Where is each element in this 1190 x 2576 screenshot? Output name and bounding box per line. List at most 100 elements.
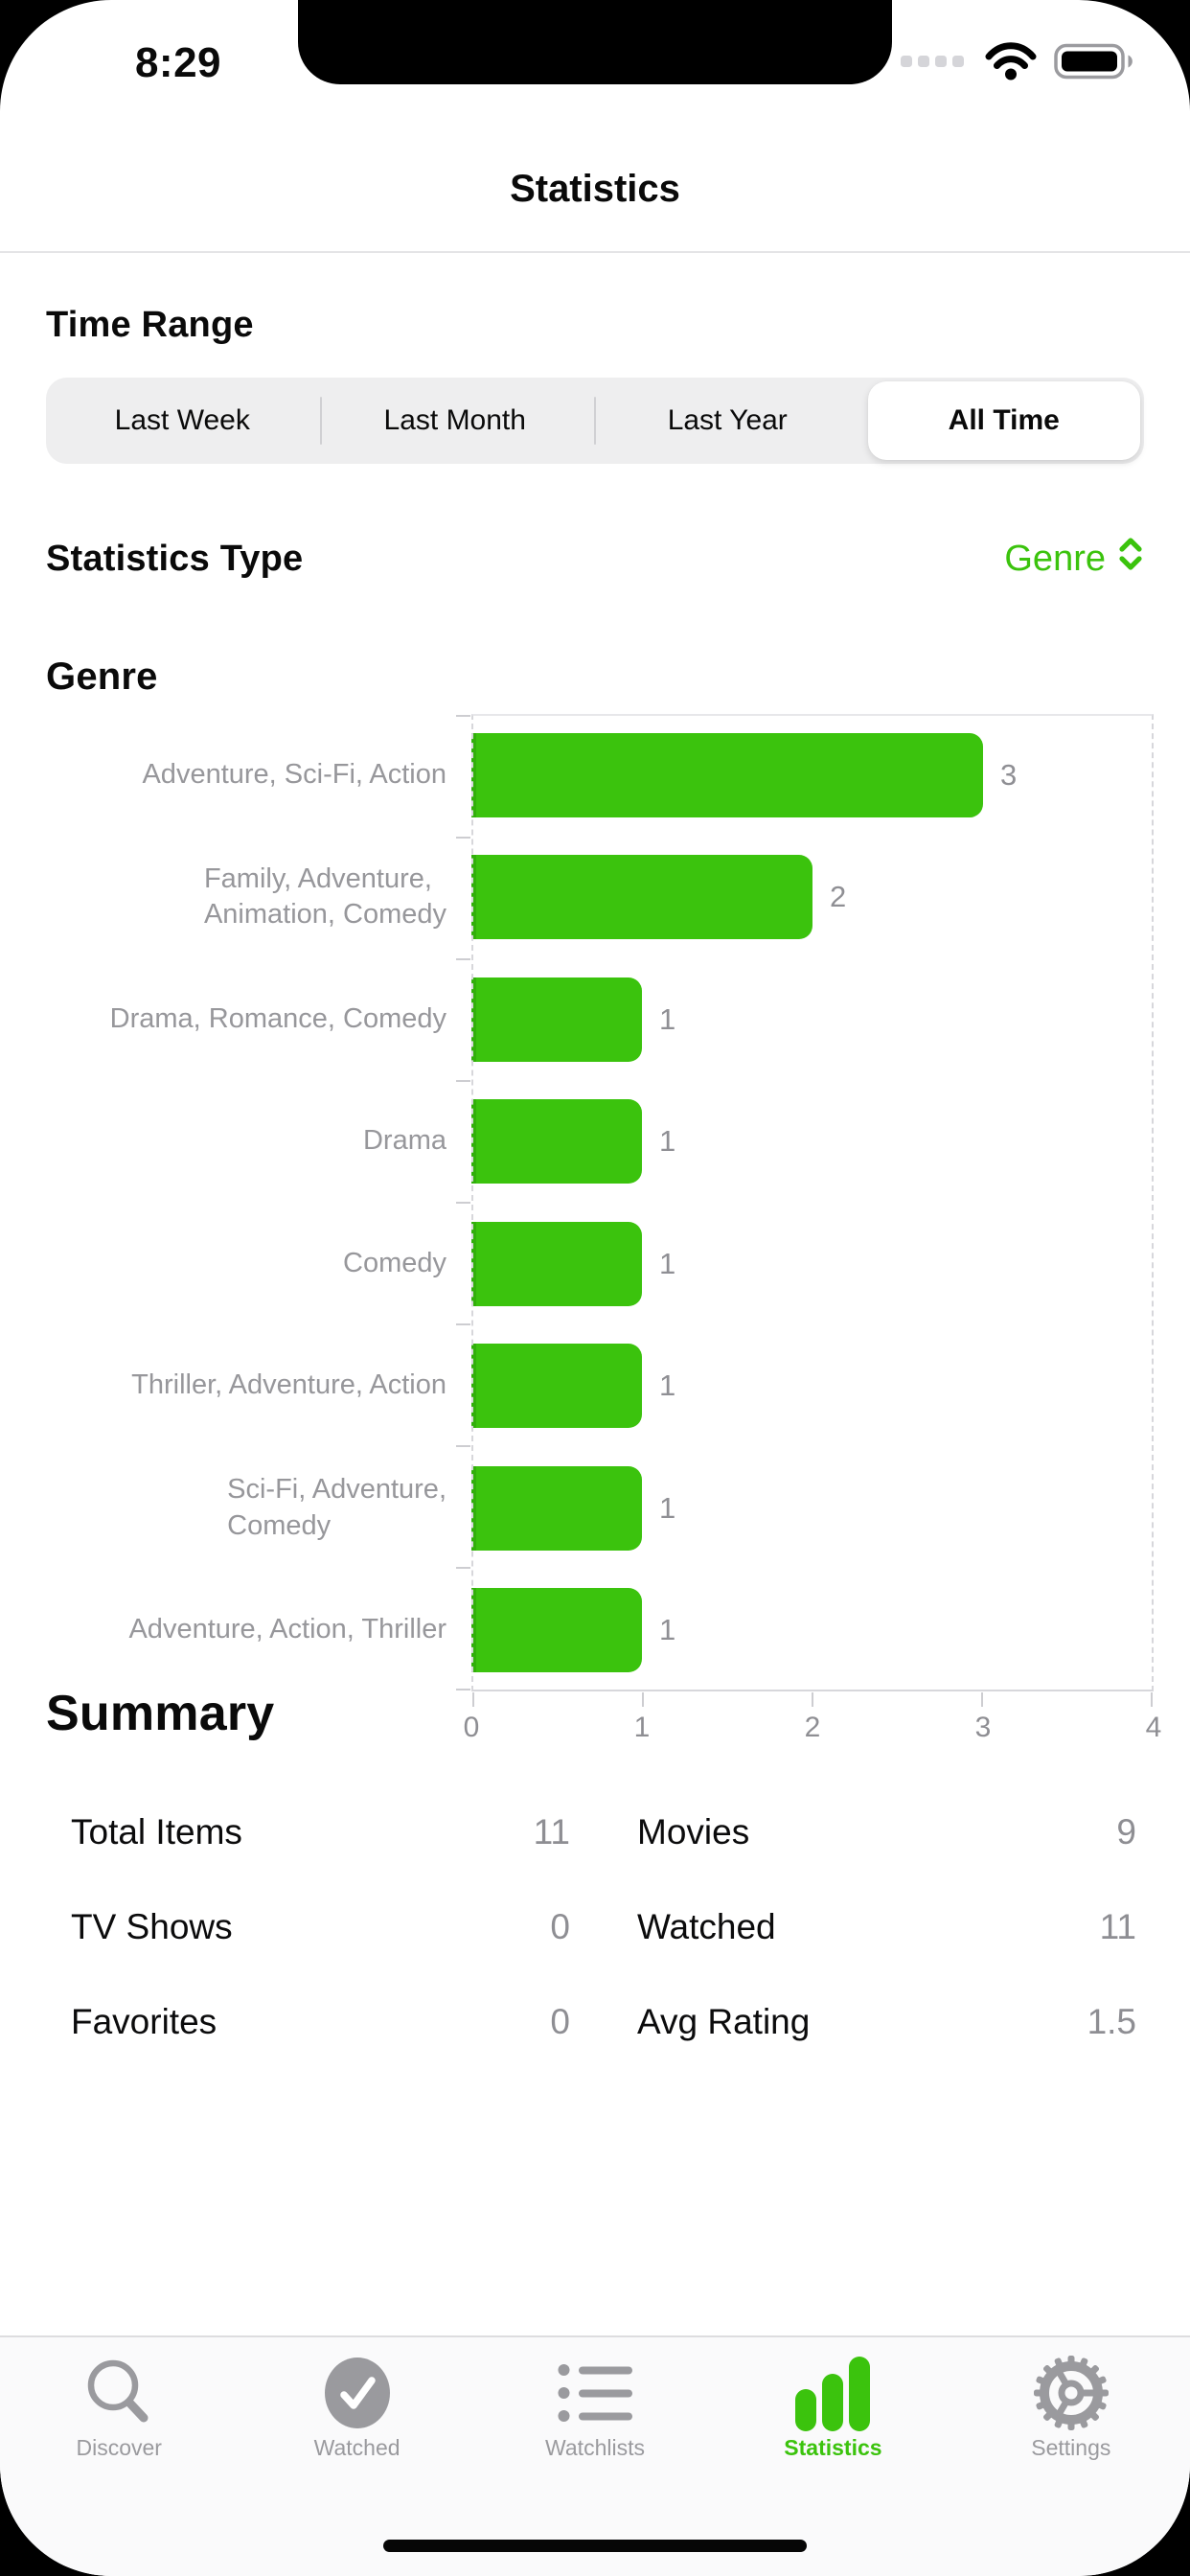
summary-value: 0 — [550, 1906, 570, 1946]
chart-row: Drama 1 — [0, 1081, 1190, 1204]
tab-label: Watched — [313, 2435, 400, 2460]
statistics-type-select[interactable]: Genre — [1004, 537, 1144, 581]
bar — [471, 732, 983, 817]
summary-label: Movies — [637, 1811, 750, 1852]
chart-row: Adventure, Action, Thriller 1 — [0, 1570, 1190, 1692]
page-title: Statistics — [510, 168, 680, 210]
chart-row: Adventure, Sci-Fi, Action 3 — [0, 714, 1190, 837]
bar-value-label: 1 — [659, 1124, 676, 1159]
tab-watched[interactable]: Watched — [238, 2337, 475, 2576]
tab-settings[interactable]: Settings — [952, 2337, 1190, 2576]
summary-value: 0 — [550, 2001, 570, 2041]
bar-value-label: 2 — [830, 880, 847, 914]
category-label: Drama, Romance, Comedy — [109, 1002, 446, 1034]
bar — [471, 1344, 642, 1429]
bar-value-label: 3 — [1000, 757, 1018, 792]
segment-divider — [319, 397, 322, 445]
segment-last-week[interactable]: Last Week — [46, 378, 319, 464]
summary-label: Favorites — [71, 2001, 217, 2041]
chart-x-axis: 0 1 2 3 4 — [464, 1712, 1162, 1750]
summary-grid: Total Items 11 Movies 9 TV Shows 0 Watch… — [71, 1784, 1136, 2069]
battery-icon — [1054, 42, 1136, 85]
bar — [471, 1221, 642, 1306]
tab-label: Watchlists — [545, 2435, 645, 2460]
bar — [471, 1099, 642, 1184]
segment-label: Last Week — [114, 404, 250, 436]
bar-value-label: 1 — [659, 1368, 676, 1403]
summary-value: 9 — [1116, 1811, 1136, 1852]
summary-heading: Summary — [46, 1686, 275, 1741]
status-icons — [901, 38, 1136, 88]
summary-label: Avg Rating — [637, 2001, 811, 2041]
category-label: Thriller, Adventure, Action — [131, 1369, 446, 1401]
tab-label: Settings — [1031, 2435, 1111, 2460]
bar — [471, 1465, 642, 1551]
x-tick-label: 0 — [463, 1712, 480, 1743]
wifi-icon — [985, 41, 1037, 85]
list-bullet-icon — [558, 2353, 633, 2433]
tab-watchlists[interactable]: Watchlists — [476, 2337, 714, 2576]
x-tick-label: 2 — [804, 1712, 821, 1743]
tab-bar: Discover Watched Watchlists — [0, 2335, 1190, 2576]
summary-item: Favorites 0 — [71, 1974, 570, 2069]
segment-label: All Time — [948, 404, 1060, 436]
time-range-heading: Time Range — [46, 305, 254, 345]
category-label: Adventure, Sci-Fi, Action — [142, 758, 446, 790]
chart-row: Comedy 1 — [0, 1203, 1190, 1325]
category-label: Sci-Fi, Adventure, Comedy — [227, 1474, 446, 1541]
summary-item: Watched 11 — [637, 1879, 1136, 1974]
segment-divider — [594, 397, 596, 445]
bar-value-label: 1 — [659, 1490, 676, 1525]
bar-value-label: 1 — [659, 1001, 676, 1036]
category-label: Drama — [362, 1125, 446, 1157]
search-icon — [82, 2353, 155, 2433]
tab-discover[interactable]: Discover — [0, 2337, 238, 2576]
bar — [471, 855, 812, 940]
statistics-type-heading: Statistics Type — [46, 538, 304, 579]
tab-label: Statistics — [784, 2435, 882, 2460]
cellular-dots-icon — [901, 54, 968, 74]
chart-row: Sci-Fi, Adventure, Comedy 1 — [0, 1447, 1190, 1570]
summary-value: 1.5 — [1087, 2001, 1136, 2041]
x-tick-label: 1 — [633, 1712, 651, 1743]
x-tick-label: 4 — [1145, 1712, 1162, 1743]
time-range-segmented-control: Last Week Last Month Last Year All Time — [46, 378, 1144, 464]
summary-label: Watched — [637, 1906, 776, 1946]
summary-label: TV Shows — [71, 1906, 233, 1946]
chevron-up-down-icon — [1117, 537, 1144, 581]
checkmark-circle-icon — [321, 2353, 394, 2433]
gear-icon — [1031, 2353, 1111, 2433]
chart-row: Family, Adventure, Animation, Comedy 2 — [0, 837, 1190, 959]
bar-value-label: 1 — [659, 1246, 676, 1280]
summary-item: TV Shows 0 — [71, 1879, 570, 1974]
segment-last-year[interactable]: Last Year — [591, 378, 864, 464]
x-tick-label: 3 — [974, 1712, 992, 1743]
genre-bar-chart: Adventure, Sci-Fi, Action 3 Family, Adve… — [0, 714, 1190, 1691]
segment-label: Last Year — [667, 404, 788, 436]
chart-row: Drama, Romance, Comedy 1 — [0, 958, 1190, 1081]
bar — [471, 977, 642, 1062]
segment-label: Last Month — [383, 404, 526, 436]
bar-value-label: 1 — [659, 1613, 676, 1647]
notch — [298, 0, 892, 84]
summary-item: Total Items 11 — [71, 1784, 570, 1879]
category-label: Adventure, Action, Thriller — [128, 1614, 446, 1645]
segment-all-time[interactable]: All Time — [867, 381, 1140, 460]
bar — [471, 1588, 642, 1673]
segment-last-month[interactable]: Last Month — [319, 378, 592, 464]
chart-row: Thriller, Adventure, Action 1 — [0, 1325, 1190, 1448]
status-time: 8:29 — [134, 39, 222, 86]
tab-statistics[interactable]: Statistics — [714, 2337, 951, 2576]
summary-label: Total Items — [71, 1811, 242, 1852]
genre-chart-heading: Genre — [46, 656, 158, 698]
header-divider — [0, 251, 1190, 253]
summary-item: Avg Rating 1.5 — [637, 1974, 1136, 2069]
summary-value: 11 — [533, 1811, 570, 1852]
home-indicator[interactable] — [383, 2540, 807, 2552]
summary-value: 11 — [1099, 1906, 1136, 1946]
category-label: Family, Adventure, Animation, Comedy — [203, 862, 446, 931]
category-label: Comedy — [343, 1247, 446, 1278]
tab-label: Discover — [76, 2435, 162, 2460]
statistics-type-value: Genre — [1004, 538, 1106, 579]
